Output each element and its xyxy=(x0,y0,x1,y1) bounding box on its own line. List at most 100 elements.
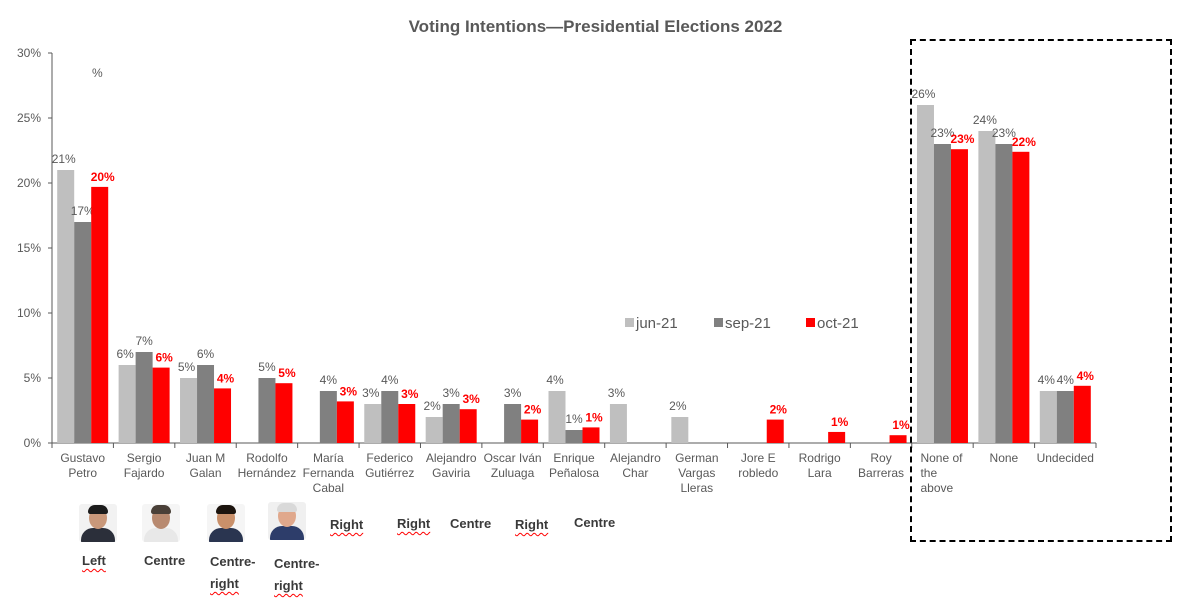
bar-oct-21 xyxy=(91,186,109,443)
category-label: above xyxy=(920,481,953,495)
data-label: 4% xyxy=(381,373,399,387)
category-label: Jore E xyxy=(741,451,776,465)
category-label: None xyxy=(990,451,1019,465)
bar-oct-21 xyxy=(214,388,232,443)
data-label: 2% xyxy=(524,403,542,417)
legend-swatch-jun-21 xyxy=(625,318,634,327)
bar-sep-21 xyxy=(504,404,522,443)
ideology-label: Right xyxy=(515,517,549,532)
data-label: 2% xyxy=(424,399,442,413)
ideology-label: Right xyxy=(397,516,431,531)
bar-oct-21 xyxy=(275,383,293,443)
bar-sep-21 xyxy=(1056,391,1074,443)
bar-oct-21 xyxy=(828,431,846,443)
candidate-photo-galan xyxy=(207,504,245,542)
y-tick-label: 25% xyxy=(17,111,41,125)
bar-jun-21 xyxy=(364,404,382,443)
bar-jun-21 xyxy=(180,378,198,443)
category-label: Lleras xyxy=(680,481,713,495)
category-label: María xyxy=(313,451,344,465)
data-label: 20% xyxy=(91,170,115,184)
category-label: Rodolfo xyxy=(246,451,288,465)
category-label: Roy xyxy=(870,451,891,465)
bar-jun-21 xyxy=(916,105,934,443)
legend-swatch-sep-21 xyxy=(714,318,723,327)
candidate-photo-fajardo xyxy=(142,504,180,542)
y-tick-label: 30% xyxy=(17,46,41,60)
category-label: Gaviria xyxy=(432,466,470,480)
bar-sep-21 xyxy=(135,352,153,443)
data-label: 24% xyxy=(973,113,997,127)
bar-sep-21 xyxy=(381,391,399,443)
data-label: 3% xyxy=(401,387,419,401)
data-label: 3% xyxy=(608,386,626,400)
candidate-photo-hernandez xyxy=(268,502,306,540)
bar-oct-21 xyxy=(1012,151,1030,444)
y-tick-label: 20% xyxy=(17,176,41,190)
category-label: Cabal xyxy=(313,481,344,495)
data-label: 23% xyxy=(930,126,954,140)
bar-jun-21 xyxy=(57,170,75,443)
data-label: 4% xyxy=(1077,369,1095,383)
category-label: None of xyxy=(920,451,963,465)
ideology-label: Centre-right xyxy=(274,556,320,593)
bar-jun-21 xyxy=(978,131,996,443)
bar-jun-21 xyxy=(1039,391,1057,443)
category-label: Sergio xyxy=(127,451,162,465)
bar-sep-21 xyxy=(995,144,1013,443)
category-label: Alejandro xyxy=(426,451,477,465)
ideology-label: Right xyxy=(330,517,364,532)
ideology-label: Centre-right xyxy=(210,554,256,591)
data-label: 4% xyxy=(1057,373,1075,387)
bar-sep-21 xyxy=(565,430,583,443)
data-label: 5% xyxy=(178,360,196,374)
data-label: 4% xyxy=(320,373,338,387)
data-label: 6% xyxy=(116,347,134,361)
bar-sep-21 xyxy=(74,222,92,443)
bar-sep-21 xyxy=(933,144,951,443)
data-label: 22% xyxy=(1012,135,1036,149)
bar-sep-21 xyxy=(197,365,215,443)
category-label: Rodrigo xyxy=(799,451,841,465)
bar-jun-21 xyxy=(671,417,689,443)
bar-sep-21 xyxy=(258,378,276,443)
data-label: 1% xyxy=(831,415,849,429)
data-label: 1% xyxy=(565,412,583,426)
data-label: 4% xyxy=(217,371,235,385)
category-label: Undecided xyxy=(1037,451,1094,465)
data-label: 26% xyxy=(911,87,935,101)
bar-oct-21 xyxy=(152,367,170,443)
data-label: 23% xyxy=(950,132,974,146)
data-label: 3% xyxy=(340,384,358,398)
data-label: 1% xyxy=(585,410,603,424)
bar-oct-21 xyxy=(336,401,354,443)
bar-oct-21 xyxy=(459,409,477,443)
category-label: Gutiérrez xyxy=(365,466,414,480)
category-label: Hernández xyxy=(238,466,297,480)
data-label: 6% xyxy=(197,347,215,361)
data-label: 7% xyxy=(135,334,153,348)
ideology-label: Centre xyxy=(450,516,492,531)
data-label: 5% xyxy=(258,360,276,374)
category-label: robledo xyxy=(738,466,778,480)
y-tick-label: 10% xyxy=(17,306,41,320)
category-label: Char xyxy=(622,466,648,480)
stray-annotation: % xyxy=(92,66,103,80)
category-label: Oscar Iván xyxy=(484,451,542,465)
category-label: Peñalosa xyxy=(549,466,599,480)
bar-oct-21 xyxy=(889,435,907,443)
bar-oct-21 xyxy=(582,427,600,443)
data-label: 3% xyxy=(443,386,461,400)
data-label: 5% xyxy=(278,366,296,380)
category-label: Fajardo xyxy=(124,466,165,480)
y-tick-label: 5% xyxy=(24,371,42,385)
bar-jun-21 xyxy=(548,391,566,443)
bar-sep-21 xyxy=(442,404,460,443)
y-tick-label: 0% xyxy=(24,436,42,450)
data-label: 21% xyxy=(52,152,76,166)
category-label: Lara xyxy=(808,466,832,480)
bar-jun-21 xyxy=(118,365,136,443)
legend-swatch-oct-21 xyxy=(806,318,815,327)
category-label: Federico xyxy=(366,451,413,465)
category-label: Alejandro xyxy=(610,451,661,465)
